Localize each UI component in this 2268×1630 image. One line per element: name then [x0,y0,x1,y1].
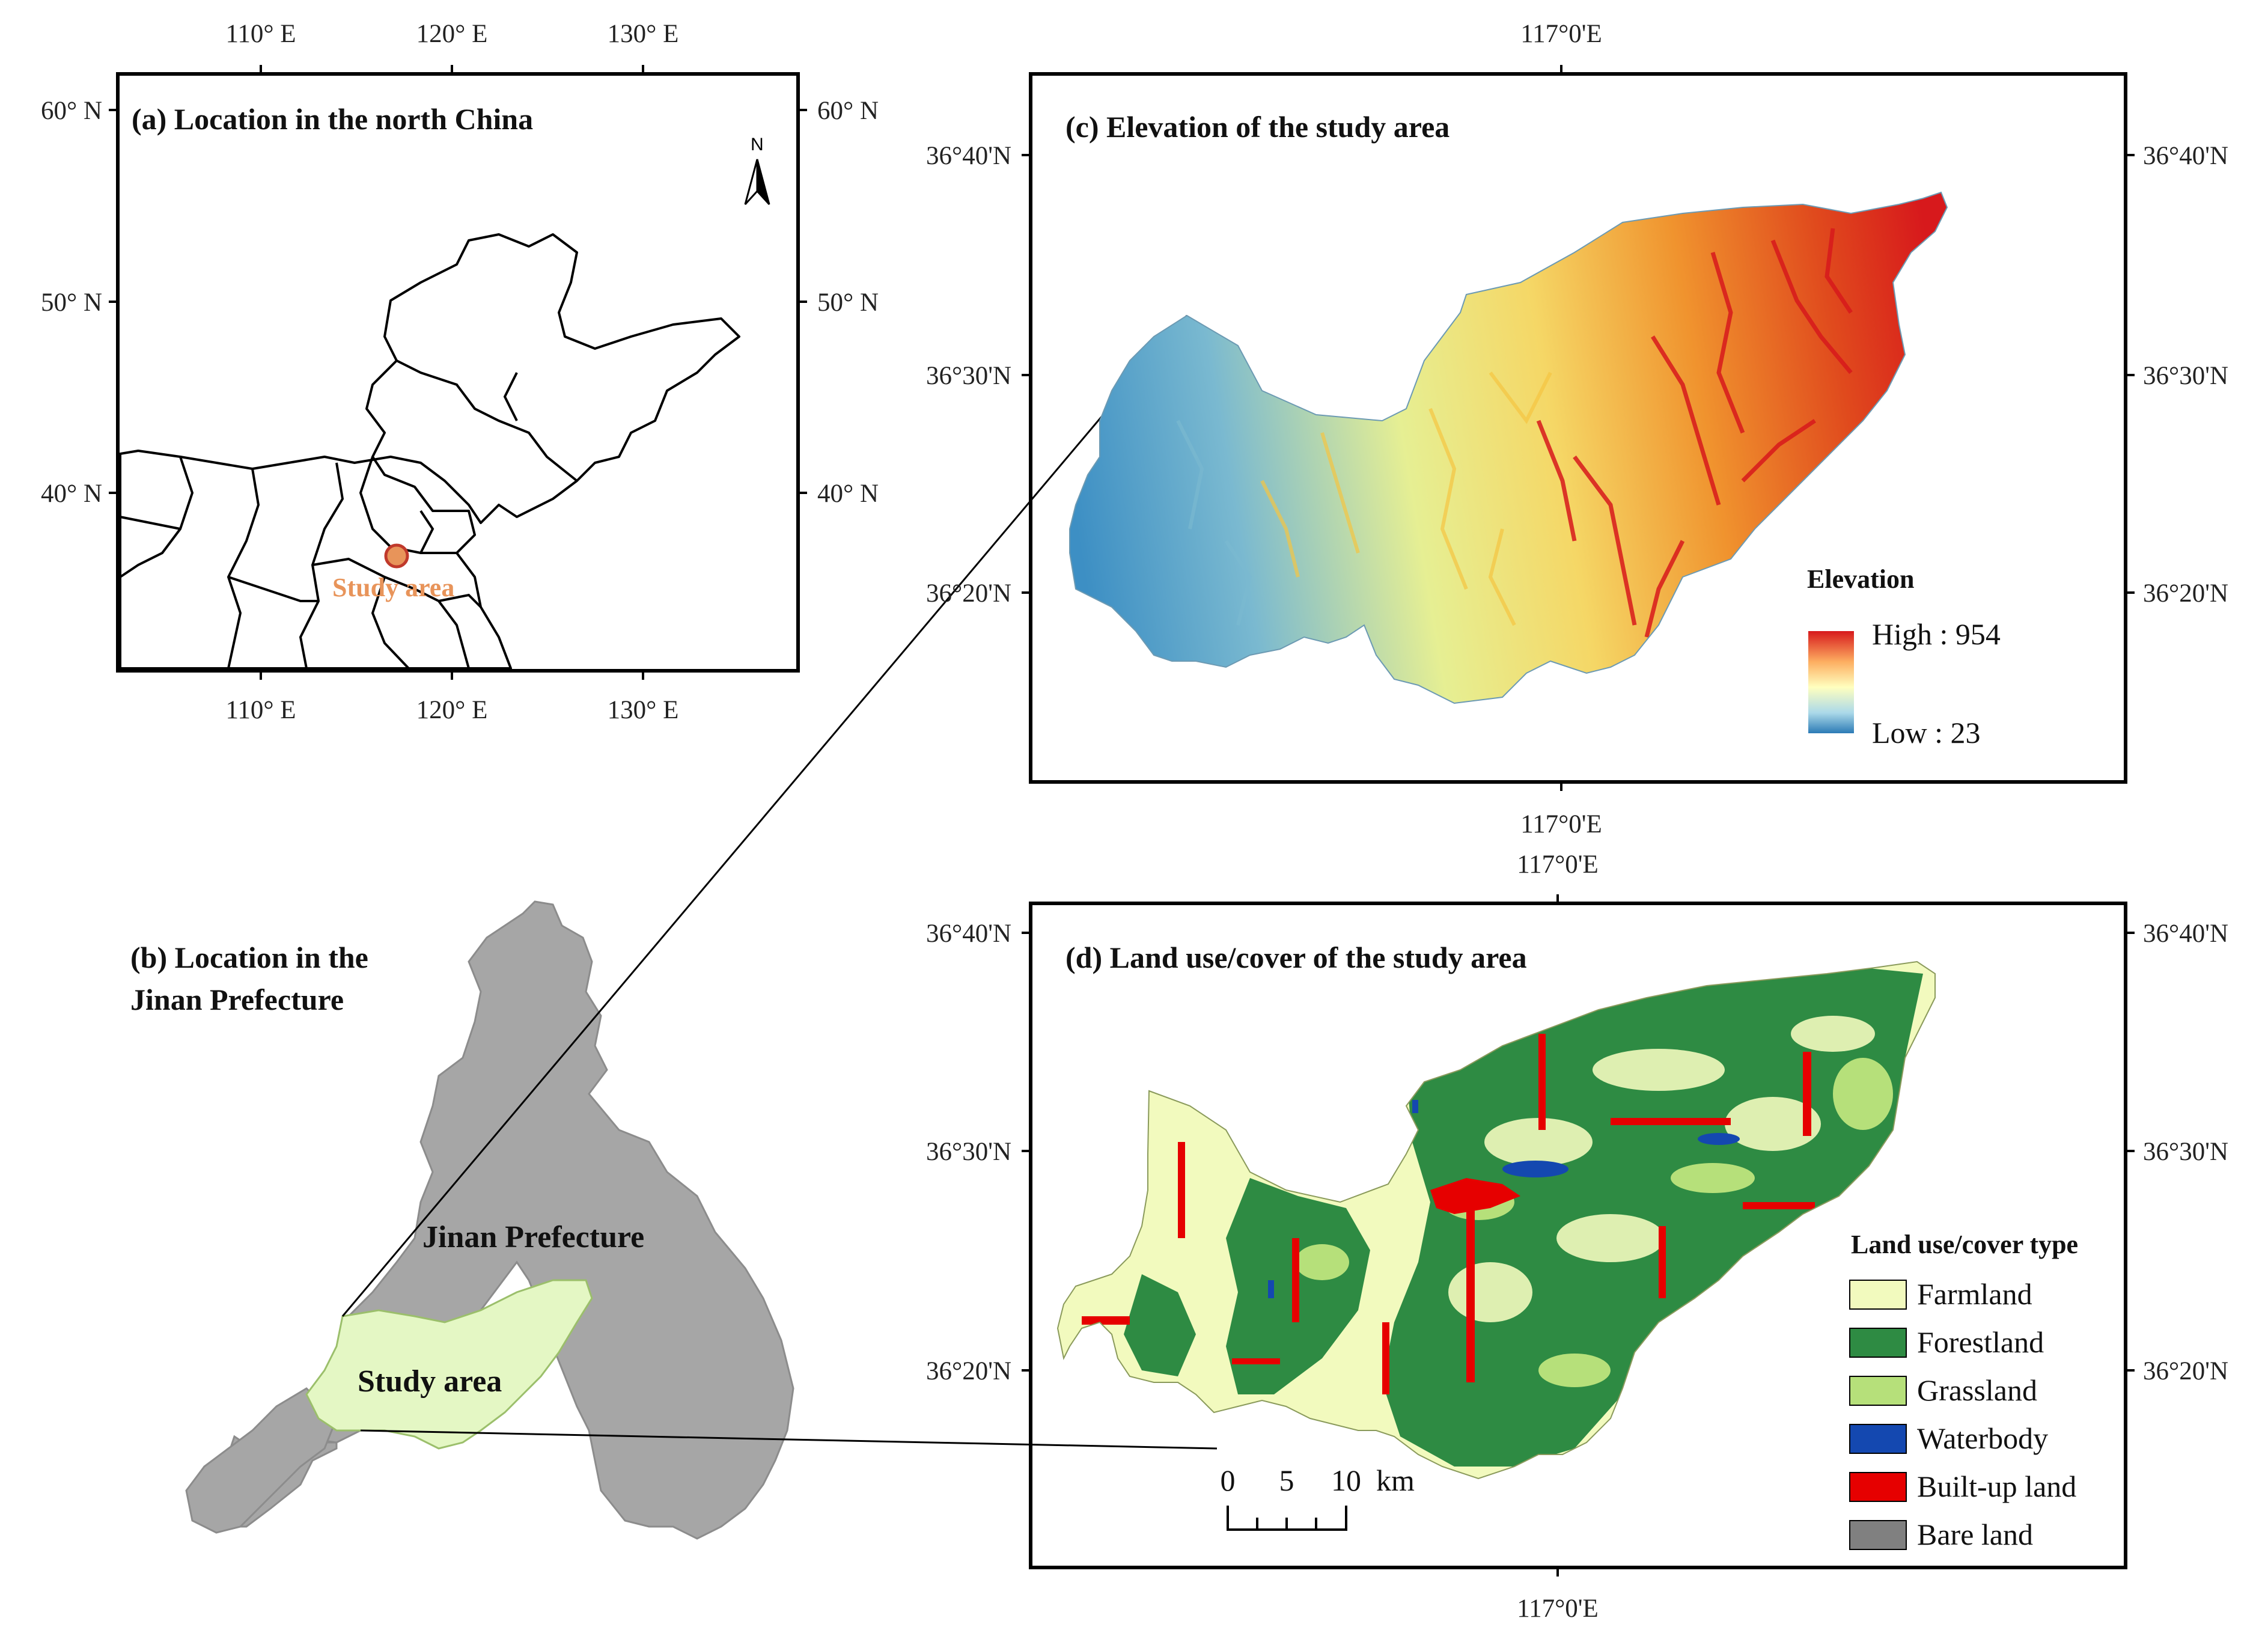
panel-a-location-north-china: Study area N (a) Location in the north C… [41,20,879,724]
legend-swatch-forestland [1849,1328,1907,1358]
legend-label-built-up-land: Built-up land [1917,1470,2076,1503]
scale-label-10: 10 [1331,1464,1361,1497]
panel-a-lon-top-130: 130° E [608,20,679,48]
panel-d-lat-left-40: 36°40'N [926,920,1011,948]
panel-a-lat-ticks [109,109,807,494]
legend-label-farmland: Farmland [1917,1277,2032,1311]
legend-item-grassland: Grassland [1849,1373,2037,1407]
panel-a-lon-bottom-120: 120° E [416,696,488,724]
legend-swatch-waterbody [1849,1424,1907,1454]
north-arrow-letter: N [751,135,764,154]
legend-item-bare-land: Bare land [1849,1518,2033,1551]
legend-label-waterbody: Waterbody [1917,1421,2048,1455]
legend-item-built-up-land: Built-up land [1849,1470,2076,1503]
panel-a-lon-ticks [260,65,644,680]
panel-c-lat-right-30: 36°30'N [2143,362,2228,390]
scale-label-0: 0 [1221,1464,1236,1497]
panel-c-elevation: (c) Elevation of the study area Elevatio… [926,20,2228,838]
panel-a-study-area-label: Study area [332,573,454,602]
panel-c-title: (c) Elevation of the study area [1065,110,1450,144]
legend-swatch-farmland [1849,1280,1907,1310]
panel-a-lon-top-120: 120° E [416,20,488,48]
panel-c-ticks [1022,65,2135,791]
panel-b-title-line1: (b) Location in the [130,941,368,974]
land-use-legend: Farmland Forestland Grassland Waterbody … [1849,1277,2076,1551]
connector-line-upper [341,315,1188,1317]
panel-a-lat-right-50: 50° N [817,288,879,317]
panel-c-lat-left-40: 36°40'N [926,142,1011,170]
elevation-legend-high: High : 954 [1872,617,2001,651]
province-internal-boundaries [119,359,578,670]
north-arrow-icon: N [744,135,770,206]
panel-a-title: (a) Location in the north China [132,102,533,136]
scale-unit-km: km [1376,1464,1415,1497]
panel-c-lon-top: 117°0'E [1520,20,1602,48]
panel-b-title-line2: Jinan Prefecture [130,983,344,1016]
panel-d-lat-right-20: 36°20'N [2143,1357,2228,1385]
northeast-china-boundary [119,233,740,670]
panel-c-lon-bottom: 117°0'E [1520,810,1602,838]
north-china-provinces-map [119,233,740,670]
panel-d-land-use: (d) Land use/cover of the study area Lan… [926,850,2228,1623]
panel-a-lat-left-40: 40° N [41,480,102,508]
panel-d-ticks [1022,894,2135,1577]
panel-b-location-jinan: (b) Location in the Jinan Prefecture Jin… [130,900,794,1540]
scale-bar: 0 5 10 km [1221,1464,1415,1531]
legend-label-bare-land: Bare land [1917,1518,2033,1551]
legend-swatch-grassland [1849,1376,1907,1406]
panel-a-lat-left-60: 60° N [41,97,102,125]
panel-a-lon-bottom-130: 130° E [608,696,679,724]
panel-c-lat-left-30: 36°30'N [926,362,1011,390]
panel-c-lat-left-20: 36°20'N [926,579,1011,608]
panel-c-lat-right-20: 36°20'N [2143,579,2228,608]
panel-d-lat-right-30: 36°30'N [2143,1138,2228,1166]
panel-a-lon-bottom-110: 110° E [225,696,296,724]
jinan-southwest-lobe [185,1387,338,1534]
panel-c-lat-right-40: 36°40'N [2143,142,2228,170]
elevation-legend-low: Low : 23 [1872,716,1981,749]
jinan-prefecture-label: Jinan Prefecture [422,1220,644,1254]
land-use-legend-title: Land use/cover type [1851,1230,2078,1259]
legend-item-waterbody: Waterbody [1849,1421,2048,1455]
panel-d-lon-top: 117°0'E [1517,850,1599,879]
panel-d-lat-left-20: 36°20'N [926,1357,1011,1385]
legend-swatch-built-up-land [1849,1472,1907,1502]
legend-swatch-bare-land [1849,1520,1907,1550]
panel-a-frame [116,72,800,673]
legend-item-forestland: Forestland [1849,1325,2044,1359]
panel-a-lat-left-50: 50° N [41,288,102,317]
land-use-raster [1058,962,1935,1479]
legend-label-grassland: Grassland [1917,1373,2037,1407]
study-area-shape-b [305,1279,593,1450]
panel-a-lat-right-60: 60° N [817,97,879,125]
elevation-legend-title: Elevation [1807,564,1914,594]
elevation-color-ramp [1808,631,1854,733]
panel-b-study-area-label: Study area [358,1364,502,1399]
panel-a-lon-top-110: 110° E [225,20,296,48]
panel-d-lat-left-30: 36°30'N [926,1138,1011,1166]
panel-a-lat-right-40: 40° N [817,480,879,508]
panel-d-title: (d) Land use/cover of the study area [1065,941,1527,974]
panel-c-frame [1029,72,2127,784]
connector-line-lower [360,1429,1218,1450]
scale-label-5: 5 [1279,1464,1294,1497]
panel-d-frame [1029,902,2127,1569]
legend-label-forestland: Forestland [1917,1325,2044,1359]
panel-d-lon-bottom: 117°0'E [1517,1595,1599,1623]
legend-item-farmland: Farmland [1849,1277,2032,1311]
study-area-marker [384,543,409,569]
panel-d-lat-right-40: 36°40'N [2143,920,2228,948]
